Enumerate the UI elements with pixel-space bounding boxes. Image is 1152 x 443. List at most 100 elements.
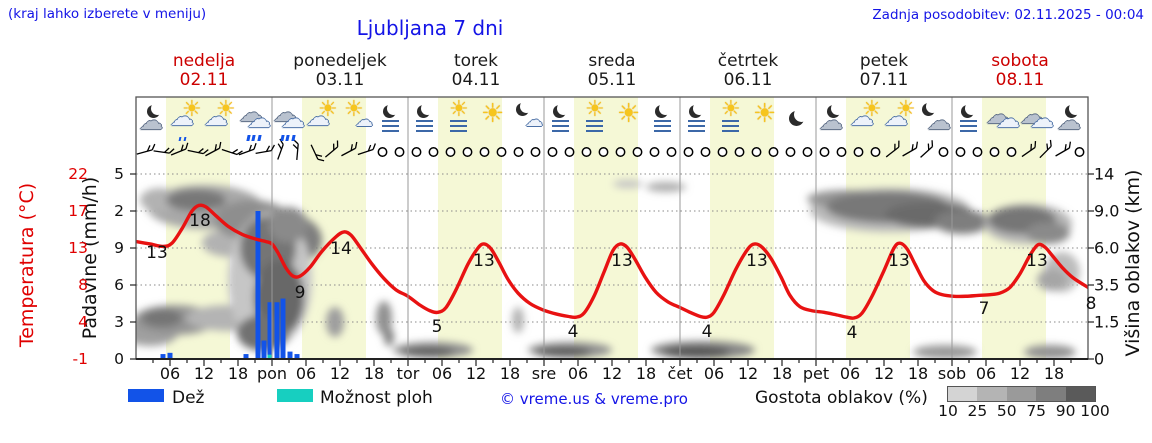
line — [180, 144, 184, 152]
cloud-blob — [662, 346, 730, 358]
temp-value-label: 13 — [473, 251, 495, 271]
graycloud-glyph: ☁ — [273, 99, 297, 127]
line — [315, 154, 323, 157]
cloud-glyph: ☁ — [850, 103, 874, 131]
cloud-height-tick-label: 0 — [1094, 349, 1105, 369]
temp-value-label: 13 — [746, 251, 768, 271]
copyright-link[interactable]: © vreme.us & vreme.pro — [500, 390, 688, 408]
cloud-blob — [268, 207, 308, 243]
line — [1039, 145, 1052, 159]
cloud-blob — [535, 347, 591, 357]
fog-glyph — [450, 117, 467, 135]
cloud-blob — [326, 307, 344, 337]
shower-legend-label: Možnost ploh — [320, 388, 433, 408]
cloud-blob — [1024, 345, 1076, 359]
colorbar-tick-label: 25 — [967, 402, 988, 420]
graycloud-glyph: ☁ — [819, 107, 843, 135]
cloud-glyph: ☁ — [996, 105, 1020, 133]
precip-tick-label: 9 — [114, 239, 124, 257]
wind-barb-icon — [170, 142, 189, 156]
precip-bar — [274, 302, 280, 359]
smallcloud-glyph: ☁ — [525, 110, 543, 131]
wind-calm-icon — [836, 147, 847, 157]
bigsun-glyph: ☀ — [753, 99, 777, 129]
moon-cloud-icon: ☁ — [816, 99, 850, 139]
line — [236, 150, 243, 156]
precip-tick-label: 0 — [114, 350, 124, 368]
wind-barb-icon — [238, 142, 257, 156]
rain-legend-swatch — [128, 389, 164, 402]
x-tick-label: tor — [396, 364, 420, 383]
temp-value-label: 13 — [611, 251, 633, 271]
sun-glyph: ☀ — [216, 97, 236, 122]
line — [885, 146, 900, 158]
line — [292, 144, 299, 150]
temp-value-label: 13 — [888, 251, 910, 271]
moon-fog-icon — [680, 99, 714, 139]
graycloud-glyph: ☁ — [1057, 107, 1081, 135]
rain-glyph — [279, 128, 296, 144]
moon-fog-icon — [952, 99, 986, 139]
line — [151, 143, 156, 151]
cloud-glyph: ☁ — [170, 103, 194, 131]
line — [317, 158, 325, 162]
wind-barb-icon — [187, 148, 209, 155]
moon-graycloud-icon: ☁ — [918, 99, 952, 139]
cloud-glyph: ☁ — [281, 105, 305, 133]
colorbar-tick-label: 50 — [996, 402, 1017, 420]
line — [214, 144, 217, 151]
wind-calm-icon — [989, 147, 1000, 157]
x-tick-label: 18 — [227, 364, 249, 383]
x-tick-label: 06 — [703, 364, 725, 383]
day-date: 05.11 — [587, 70, 637, 90]
precip-layer — [160, 211, 300, 359]
wind-barb-icon — [1055, 141, 1072, 157]
cloud-glyph: ☁ — [1030, 105, 1054, 133]
moon-icon — [782, 99, 816, 139]
day-header: sobota 08.11 — [991, 52, 1049, 90]
line — [170, 148, 187, 156]
cloud-height-tick-label: 14 — [1094, 164, 1115, 184]
smallcloud-glyph: ☁ — [355, 110, 373, 131]
wind-barb-icon — [902, 141, 919, 157]
wind-calm-icon — [530, 147, 541, 157]
cloud-blob — [613, 180, 643, 188]
sun-glyph: ☀ — [896, 97, 916, 122]
temp-value-label: 14 — [330, 239, 352, 259]
wind-calm-icon — [496, 147, 507, 157]
sun-cloud-icon: ☀ ☁ — [884, 99, 918, 139]
precip-bar — [267, 302, 273, 359]
temp-axis-label: Temperatura (°C) — [16, 182, 38, 348]
wind-calm-icon — [972, 147, 983, 157]
line — [372, 143, 376, 150]
line — [1068, 141, 1072, 149]
line — [296, 143, 299, 161]
wind-row — [136, 138, 1085, 162]
fog-glyph — [552, 117, 569, 135]
x-tick-label: 18 — [363, 364, 385, 383]
line — [1049, 139, 1052, 147]
x-tick-label: 18 — [499, 364, 521, 383]
temp-value-label: 9 — [294, 283, 306, 303]
colorbar-tick-label: 10 — [938, 402, 958, 420]
line — [221, 148, 238, 156]
x-tick-label: 12 — [465, 364, 487, 383]
moon-fog-icon — [374, 99, 408, 139]
line — [187, 149, 204, 155]
wind-calm-icon — [853, 147, 864, 157]
sun-icon: ☀ — [612, 99, 646, 139]
wind-barb-icon — [310, 144, 325, 162]
cloud-blob — [1037, 269, 1067, 291]
day-header: sreda 05.11 — [588, 52, 637, 90]
colorbar-segment — [1036, 387, 1066, 401]
line — [310, 144, 319, 160]
colorbar-tick-label: 90 — [1055, 402, 1076, 420]
cloud-blob — [1026, 222, 1070, 244]
colorbar-segment — [1006, 387, 1037, 401]
line — [1055, 147, 1070, 157]
temp-tick-label: 13 — [68, 239, 88, 257]
cloud-blob — [512, 307, 524, 333]
line — [293, 139, 299, 145]
day-date: 07.11 — [859, 70, 909, 90]
day-date: 03.11 — [315, 70, 365, 90]
